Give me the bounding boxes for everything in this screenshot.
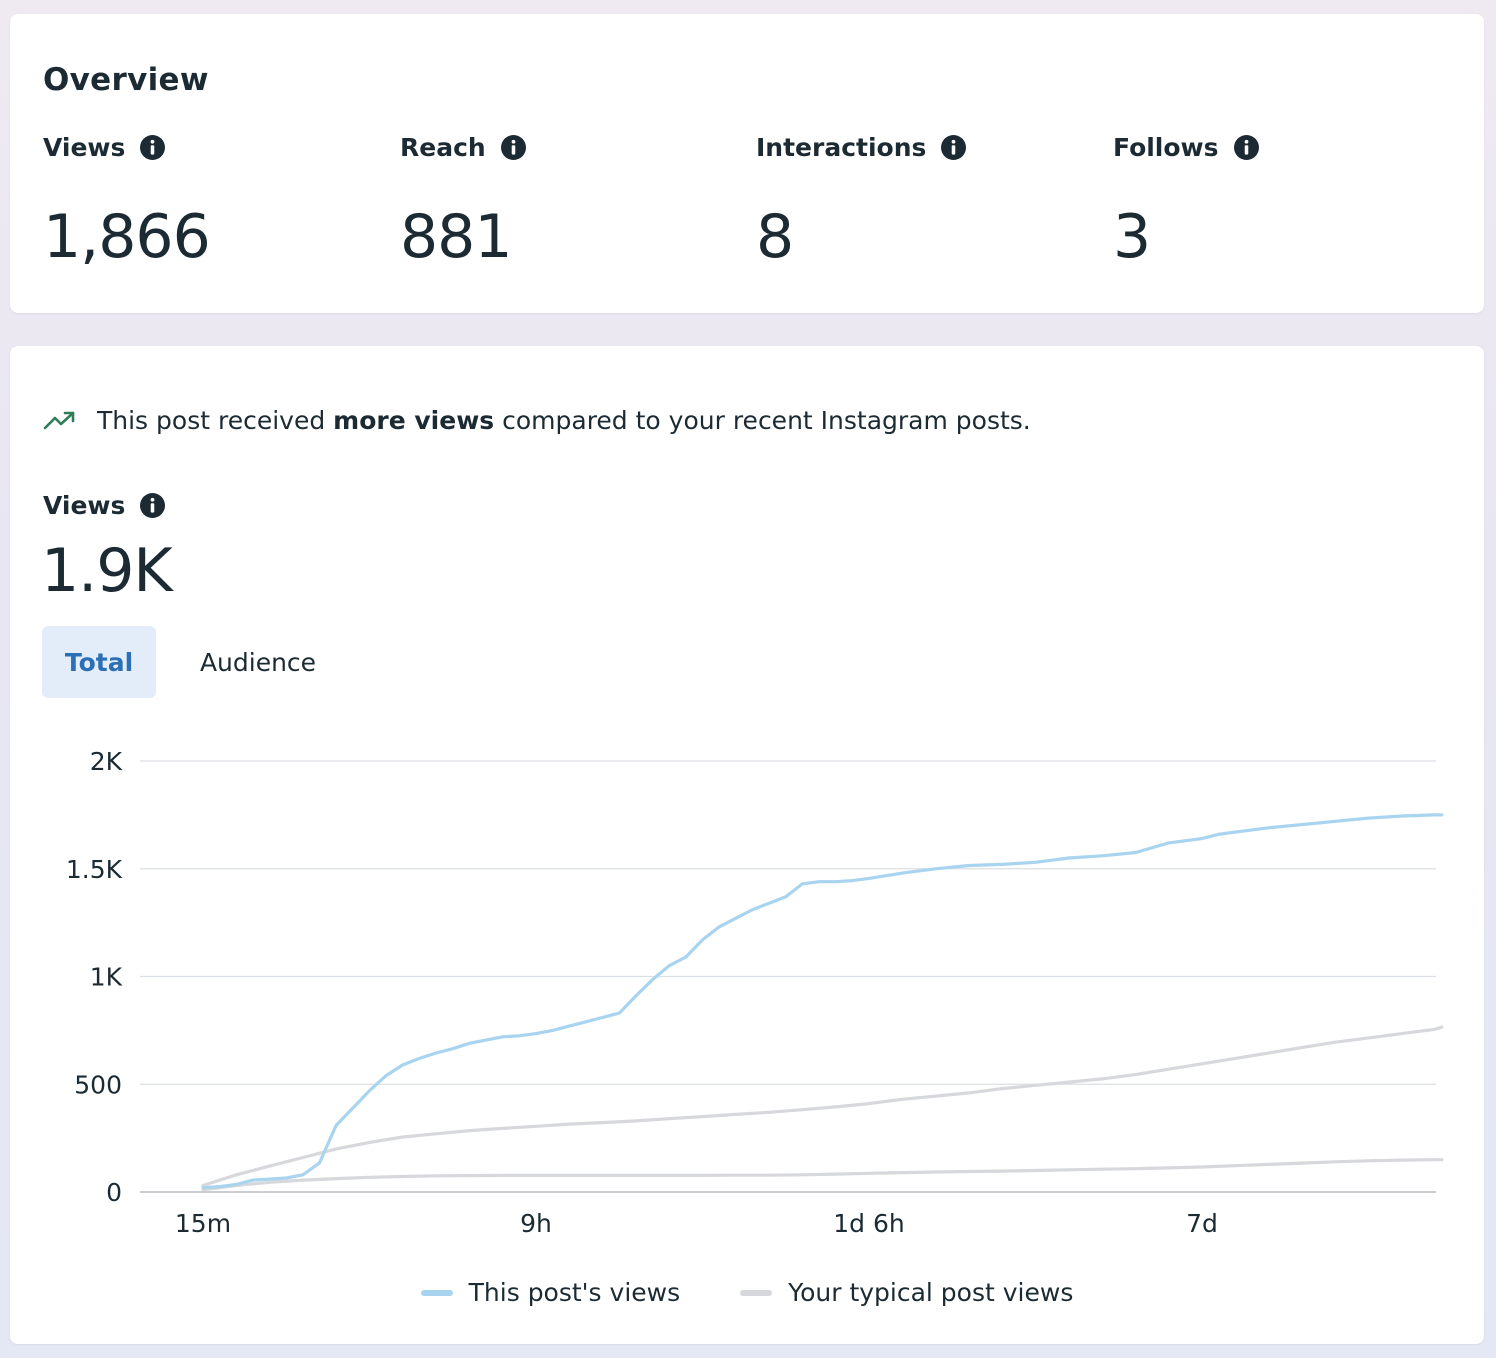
x-tick-label: 1d 6h xyxy=(833,1209,904,1238)
info-icon[interactable] xyxy=(500,134,526,160)
views-chart-card: This post received more views compared t… xyxy=(10,346,1484,1344)
y-tick-label: 1K xyxy=(90,963,123,992)
legend-swatch-typical-views xyxy=(740,1289,773,1296)
insight-suffix: compared to your recent Instagram posts. xyxy=(494,406,1031,435)
legend-item-typical-views[interactable]: Your typical post views xyxy=(740,1278,1073,1307)
metric-views: Views 1,866 xyxy=(43,129,211,272)
x-tick-label: 7d xyxy=(1186,1209,1218,1238)
tab-audience[interactable]: Audience xyxy=(199,647,317,677)
metric-views-label: Views xyxy=(43,132,126,162)
metric-interactions-value: 8 xyxy=(756,202,794,272)
y-tick-label: 1.5K xyxy=(66,855,123,884)
legend-label-post-views: This post's views xyxy=(468,1278,681,1307)
views-label: Views xyxy=(43,491,126,520)
insight-text: This post received more views compared t… xyxy=(97,406,1031,435)
metric-reach-value: 881 xyxy=(400,202,513,272)
legend-label-typical-views: Your typical post views xyxy=(788,1278,1074,1307)
insight-banner: This post received more views compared t… xyxy=(43,406,1031,435)
chart-legend: This post's views Your typical post view… xyxy=(10,1278,1484,1307)
series-line-typical-lower xyxy=(201,1158,1444,1192)
series-line-main xyxy=(201,813,1444,1190)
metric-reach-label: Reach xyxy=(400,132,486,162)
overview-card: Overview Views 1,866 Reach 881 Interacti… xyxy=(10,14,1484,313)
metric-interactions-label: Interactions xyxy=(756,132,927,162)
x-tick-label: 15m xyxy=(175,1209,231,1238)
views-total-value: 1.9K xyxy=(41,536,173,606)
metric-reach: Reach 881 xyxy=(400,129,526,267)
info-icon[interactable] xyxy=(1233,134,1259,160)
metric-follows-label: Follows xyxy=(1113,132,1219,162)
overview-title: Overview xyxy=(43,62,209,98)
metric-interactions: Interactions 8 xyxy=(756,129,967,272)
tab-total[interactable]: Total xyxy=(42,626,156,698)
y-tick-label: 500 xyxy=(74,1070,122,1099)
legend-item-post-views[interactable]: This post's views xyxy=(420,1278,681,1307)
info-icon[interactable] xyxy=(140,493,166,518)
info-icon[interactable] xyxy=(140,134,166,160)
legend-swatch-post-views xyxy=(420,1289,453,1296)
y-tick-label: 0 xyxy=(106,1178,122,1207)
x-tick-label: 9h xyxy=(520,1209,552,1238)
insight-prefix: This post received xyxy=(97,406,334,435)
metric-follows-value: 3 xyxy=(1113,202,1151,272)
insight-emphasis: more views xyxy=(333,406,495,435)
info-icon[interactable] xyxy=(941,134,967,160)
metric-follows: Follows 3 xyxy=(1113,129,1259,267)
metric-views-value: 1,866 xyxy=(43,202,211,272)
views-line-chart: 0 500 1K 1.5K 2K 15m 9h 1d 6h 7d xyxy=(66,747,1444,1238)
y-tick-label: 2K xyxy=(90,747,123,776)
trending-up-icon xyxy=(43,411,75,429)
views-label-row: Views xyxy=(43,491,166,520)
series-line-typical-upper xyxy=(201,1025,1444,1188)
